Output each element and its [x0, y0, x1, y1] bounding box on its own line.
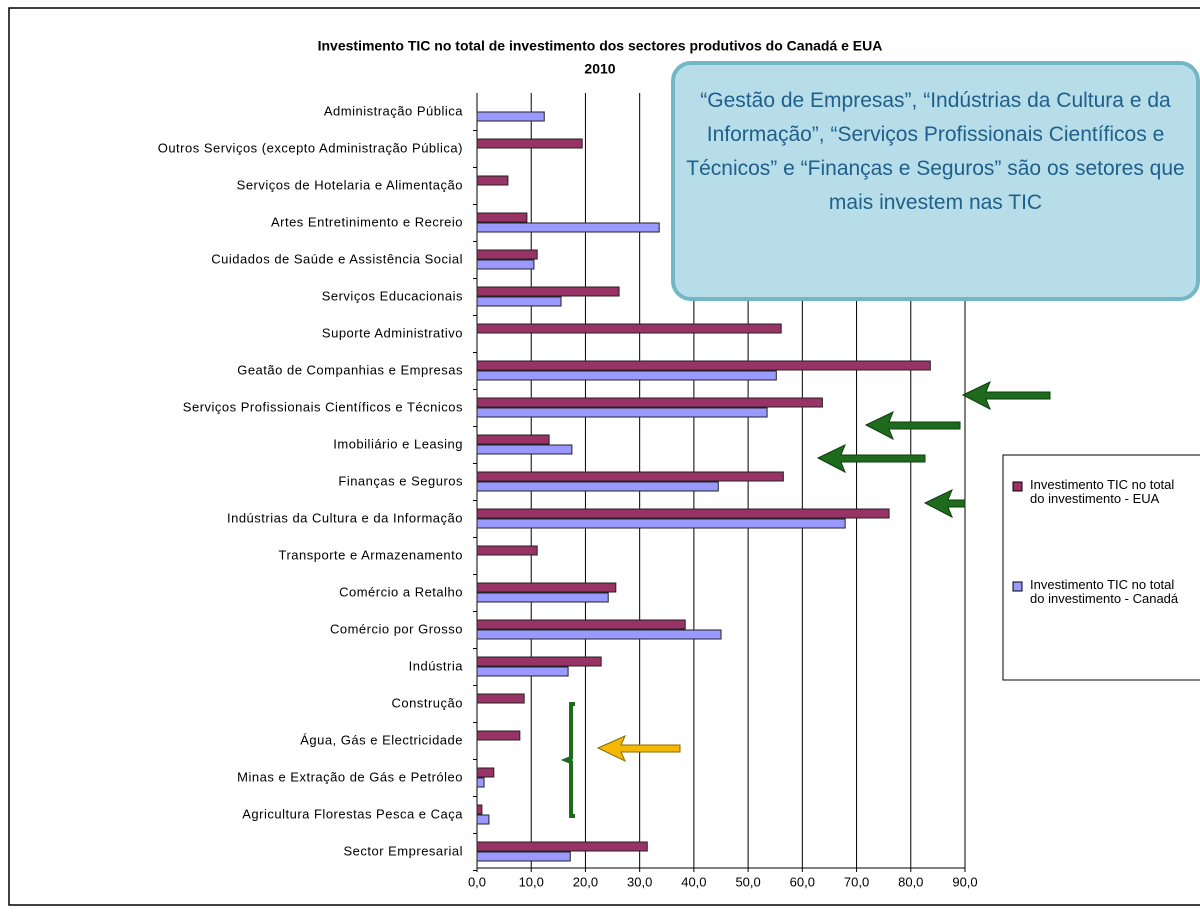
y-tick-label: Geatão de Companhias e Empresas — [237, 362, 463, 377]
y-tick-label: Finanças e Seguros — [338, 473, 463, 488]
y-tick-label: Transporte e Armazenamento — [279, 547, 464, 562]
x-tick-label: 90,0 — [952, 874, 977, 889]
bar — [476, 296, 562, 307]
y-tick-label: Indústria — [409, 658, 464, 673]
bar — [476, 656, 602, 667]
plot-area: 0,0 10,0 20,0 30,0 40,0 50,0 60,0 70,0 80,0 90,0 A… — [158, 93, 978, 889]
y-tick-label: Comércio a Retalho — [339, 584, 463, 599]
bar — [476, 841, 648, 852]
y-tick-label: Serviços de Hotelaria e Alimentação — [237, 177, 463, 192]
legend-swatch — [1012, 481, 1023, 492]
callout-box — [671, 61, 1200, 301]
chart-title: Investimento TIC no total de investiment… — [318, 38, 883, 54]
x-tick-label: 60,0 — [790, 874, 815, 889]
bar — [476, 407, 768, 418]
legend: Investimento TIC no total do investiment… — [1012, 478, 1179, 606]
y-tick-label: Minas e Extração de Gás e Petróleo — [237, 769, 463, 784]
y-tick-label: Cuidados de Saúde e Assistência Social — [211, 251, 463, 266]
arrows — [560, 380, 1051, 818]
y-tick-label: Administração Pública — [324, 103, 463, 118]
x-tick-label: 20,0 — [573, 874, 598, 889]
x-tick-label: 40,0 — [681, 874, 706, 889]
legend-swatch — [1012, 581, 1023, 592]
legend-label: Investimento TIC no total do investiment… — [1030, 578, 1179, 606]
bar — [476, 629, 722, 640]
bar — [476, 444, 573, 455]
callout-text: “Gestão de Empresas”, “Indústrias da Cul… — [686, 89, 1185, 214]
brace — [560, 702, 575, 818]
bar — [476, 434, 550, 445]
bar — [476, 730, 521, 741]
y-tick-label: Sector Empresarial — [343, 843, 463, 858]
bar — [476, 767, 495, 778]
y-tick-label: Imobiliário e Leasing — [333, 436, 463, 451]
y-tick-label: Artes Entretinimento e Recreio — [271, 214, 463, 229]
x-tick-label: 30,0 — [627, 874, 652, 889]
bar — [476, 592, 609, 603]
bar — [476, 222, 660, 233]
y-tick-label: Agricultura Florestas Pesca e Caça — [242, 806, 463, 821]
bar — [476, 814, 490, 825]
bar — [476, 397, 823, 408]
bar — [476, 360, 931, 371]
bar — [476, 175, 509, 186]
y-tick-label: Serviços Profissionais Científicos e Téc… — [183, 399, 463, 414]
x-tick-label: 10,0 — [519, 874, 544, 889]
bar — [476, 259, 535, 270]
bar — [476, 518, 846, 529]
legend-entry: Investimento TIC no total do investiment… — [1030, 578, 1179, 606]
bar — [476, 508, 890, 519]
y-tick-label: Serviços Educacionais — [322, 288, 463, 303]
bar — [476, 666, 569, 677]
bar — [476, 286, 620, 297]
yellow-arrow — [596, 735, 681, 763]
bar — [476, 370, 777, 381]
y-tick-label: Água, Gás e Electricidade — [300, 732, 463, 747]
y-tick-label: Indústrias da Cultura e da Informação — [227, 510, 463, 525]
y-tick-label: Construção — [392, 695, 463, 710]
x-tick-label: 80,0 — [898, 874, 923, 889]
bar — [476, 619, 686, 630]
green-arrow — [816, 380, 1051, 519]
bar — [476, 212, 528, 223]
callout: “Gestão de Empresas”, “Indústrias da Cul… — [686, 89, 1185, 214]
bar — [476, 249, 538, 260]
bar — [476, 582, 617, 593]
y-tick-label: Comércio por Grosso — [330, 621, 463, 636]
bar — [476, 693, 525, 704]
legend-label: Investimento TIC no total do investiment… — [1030, 478, 1175, 506]
y-tick-label: Outros Serviços (excepto Administração P… — [158, 140, 463, 155]
bar — [476, 471, 784, 482]
chart-subtitle: 2010 — [584, 61, 615, 77]
bar — [476, 111, 545, 122]
x-tick-label: 50,0 — [735, 874, 760, 889]
bar — [476, 777, 485, 788]
bar — [476, 481, 719, 492]
bar — [476, 138, 583, 149]
y-tick-label: Suporte Administrativo — [322, 325, 463, 340]
x-tick-label: 0,0 — [468, 874, 486, 889]
bar — [476, 804, 483, 815]
bar — [476, 851, 571, 862]
legend-entry: Investimento TIC no total do investiment… — [1030, 478, 1175, 506]
bar — [476, 545, 538, 556]
bar — [476, 323, 782, 334]
x-tick-label: 70,0 — [844, 874, 869, 889]
legend-box — [1002, 454, 1200, 681]
